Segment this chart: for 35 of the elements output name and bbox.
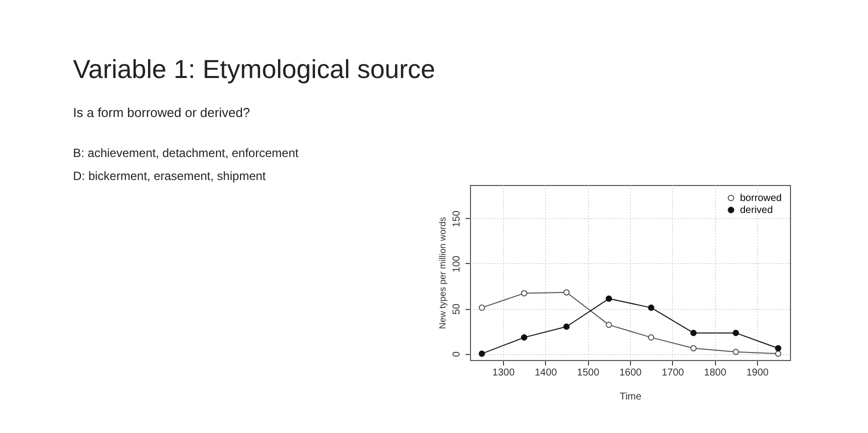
x-tick-label: 1700: [662, 368, 684, 378]
point: [775, 350, 782, 357]
y-tick-label: 0: [452, 350, 462, 357]
point: [606, 296, 612, 302]
point: [521, 290, 528, 296]
point: [478, 350, 485, 357]
text: D: bickerment, erasement, shipment: [73, 169, 266, 183]
point: [732, 348, 739, 356]
legend-label: borrowed: [740, 193, 782, 204]
point: [690, 330, 697, 336]
point: [563, 323, 570, 330]
x-tick-label: 1800: [704, 368, 727, 378]
text: B: achievement, detachment, enforcement: [73, 146, 300, 160]
point: [732, 330, 739, 336]
point: [648, 304, 654, 311]
point: [606, 322, 612, 328]
x-tick-label: 1500: [577, 368, 600, 378]
y-tick-label: 150: [452, 210, 462, 228]
point: [690, 345, 697, 352]
point: [478, 304, 485, 311]
point: [775, 345, 782, 352]
point: [521, 334, 528, 341]
text: Variable 1: Etymological source: [73, 54, 436, 84]
x-tick-label: 1300: [492, 368, 516, 378]
point: [648, 334, 654, 341]
x-tick-label: 1600: [619, 368, 642, 378]
y-tick-label: 50: [452, 303, 462, 315]
legend-label: derived: [740, 205, 773, 216]
y-tick-label: 100: [452, 255, 462, 272]
point: [563, 289, 570, 296]
y-axis-title: New types per million words: [438, 216, 448, 330]
x-tick-label: 1400: [534, 368, 558, 378]
x-tick-label: 1900: [746, 368, 770, 378]
text: Is a form borrowed or derived?: [73, 105, 250, 120]
x-axis-title: Time: [620, 392, 642, 402]
